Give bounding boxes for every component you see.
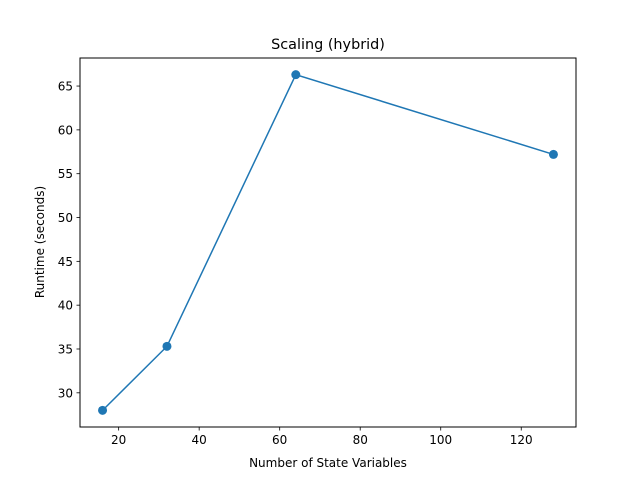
x-tick-label: 100 (429, 433, 452, 447)
y-axis-label: Runtime (seconds) (33, 186, 47, 298)
x-axis-label: Number of State Variables (249, 456, 407, 470)
data-point-marker (162, 341, 172, 351)
x-tick-label: 80 (353, 433, 368, 447)
y-tick-label: 40 (58, 299, 73, 313)
y-tick-label: 45 (58, 255, 73, 269)
y-tick-label: 60 (58, 123, 73, 137)
data-point-marker (548, 149, 558, 159)
x-tick-label: 60 (272, 433, 287, 447)
data-point-marker (98, 405, 108, 415)
y-tick-label: 35 (58, 342, 73, 356)
x-tick-label: 20 (111, 433, 126, 447)
y-tick-label: 50 (58, 211, 73, 225)
x-axis-ticks: 20 40 60 80 100 120 (111, 427, 533, 447)
data-line (102, 73, 554, 411)
y-tick-label: 30 (58, 386, 73, 400)
x-tick-label: 40 (192, 433, 207, 447)
axes-frame (79, 57, 577, 428)
data-point-marker (291, 70, 301, 80)
y-tick-label: 65 (58, 80, 73, 94)
plot-area (98, 70, 558, 415)
y-axis-ticks: 30 35 40 45 50 55 60 65 (58, 80, 80, 400)
y-tick-label: 55 (58, 167, 73, 181)
x-tick-label: 120 (510, 433, 533, 447)
chart-title: Scaling (hybrid) (271, 37, 385, 53)
